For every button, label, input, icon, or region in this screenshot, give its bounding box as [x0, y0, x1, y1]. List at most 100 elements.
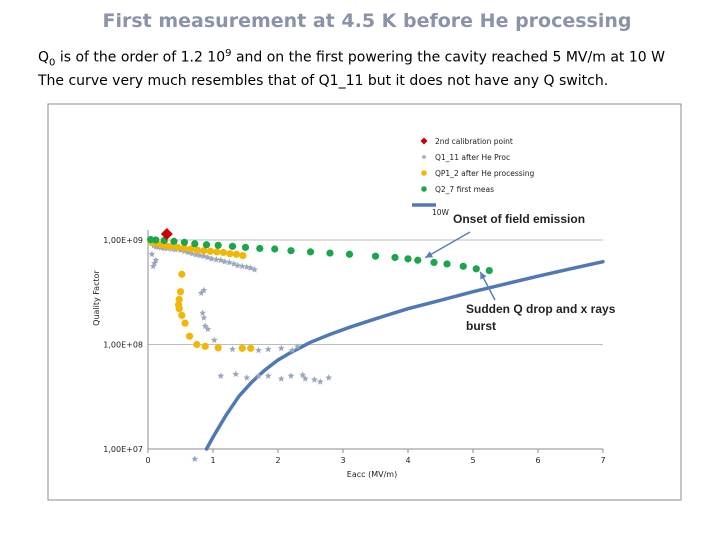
point-q2-7-first-meas-10 — [256, 244, 264, 253]
point-q1-11-after-he-proc-13 — [188, 250, 196, 257]
point-qp1-2-after-he-processing-12 — [219, 248, 227, 257]
intro-line-1-part-a: is of the order of 1.2 10 — [55, 49, 226, 66]
point-q2-7-first-meas-24 — [485, 266, 493, 275]
point-q1-11-after-he-proc-52 — [277, 375, 285, 382]
point-qp1-2-after-he-processing-22 — [181, 319, 189, 327]
point-q1-11-after-he-proc-55 — [301, 375, 309, 382]
point-q2-7-first-meas-12 — [287, 247, 295, 255]
legend-symbol-2 — [421, 170, 427, 176]
point-q1-11-after-he-proc-35 — [199, 309, 206, 316]
annotation-field-emission-arrow-shaft — [424, 231, 471, 259]
point-q2-7-first-meas-14 — [326, 249, 334, 257]
point-qp1-2-after-he-processing-17 — [176, 288, 185, 296]
annotation-q-drop-line-2: burst — [466, 319, 496, 333]
point-q1-11-after-he-proc-46 — [294, 343, 301, 350]
x-tick-label-5: 5 — [470, 456, 475, 465]
point-q1-11-after-he-proc-50 — [255, 372, 262, 379]
point-q1-11-after-he-proc-51 — [264, 372, 272, 379]
legend-label-4: 10W — [432, 208, 450, 217]
point-q1-11-after-he-proc-12 — [184, 248, 192, 256]
legend-label-2: QP1_2 after He processing — [435, 169, 535, 178]
slide-title: First measurement at 4.5 K before He pro… — [102, 10, 632, 32]
intro-line-1: Q0 is of the order of 1.2 109 and on the… — [38, 44, 718, 72]
point-q1-11-after-he-proc-16 — [200, 252, 208, 260]
intro-text: Q0 is of the order of 1.2 109 and on the… — [38, 44, 718, 91]
point-qp1-2-after-he-processing-28 — [247, 344, 255, 352]
y-axis-title: Quality Factor — [92, 269, 101, 325]
annotation-q-drop-arrow-head — [480, 271, 487, 280]
point-qp1-2-after-he-processing-20 — [175, 305, 183, 313]
point-q1-11-after-he-proc-37 — [201, 322, 209, 329]
annotation-field-emission: Onset of field emission — [453, 212, 585, 226]
point-q2-7-first-meas-23 — [472, 265, 480, 273]
point-q1-11-after-he-proc-21 — [221, 258, 229, 265]
point-qp1-2-after-he-processing-21 — [178, 311, 186, 319]
y-tick-label-2: 1,00E+09 — [103, 236, 143, 245]
q-symbol: Q — [38, 49, 50, 66]
point-q1-11-after-he-proc-15 — [196, 251, 204, 259]
point-q2-7-first-meas-19 — [414, 256, 422, 264]
point-q2-7-first-meas-16 — [371, 252, 380, 260]
point-q2-7-first-meas-11 — [271, 245, 279, 253]
point-q2-7-first-meas-9 — [241, 243, 250, 251]
point-q1-11-after-he-proc-38 — [204, 325, 212, 333]
point-q1-11-after-he-proc-43 — [264, 345, 272, 353]
point-qp1-2-after-he-processing-10 — [206, 247, 214, 255]
x-tick-label-1: 1 — [210, 456, 215, 465]
point-q2-7-first-meas-0 — [147, 235, 155, 244]
point-q1-11-after-he-proc-33 — [197, 289, 205, 297]
point-qp1-2-after-he-processing-13 — [226, 250, 234, 258]
point-q1-11-after-he-proc-45 — [288, 346, 296, 354]
x-tick-label-0: 0 — [145, 456, 150, 465]
point-q1-11-after-he-proc-39 — [210, 336, 218, 344]
point-q1-11-after-he-proc-26 — [243, 263, 251, 270]
point-q2-7-first-meas-21 — [443, 260, 451, 268]
intro-line-2: The curve very much resembles that of Q1… — [38, 73, 609, 90]
point-qp1-2-after-he-processing-8 — [193, 246, 201, 254]
y-tick-label-0: 1,00E+07 — [103, 445, 143, 454]
point-q1-11-after-he-proc-49 — [243, 374, 251, 381]
point-qp1-2-after-he-processing-23 — [186, 332, 194, 340]
point-qp1-2-after-he-processing-9 — [200, 247, 208, 255]
point-q1-11-after-he-proc-56 — [311, 376, 318, 383]
x-tick-label-6: 6 — [535, 456, 540, 465]
point-q1-11-after-he-proc-22 — [225, 258, 233, 266]
point-q2-7-first-meas-22 — [459, 262, 467, 270]
power-exponent: 9 — [225, 48, 232, 59]
x-tick-label-7: 7 — [600, 456, 605, 465]
chart-frame — [47, 103, 682, 501]
legend-label-0: 2nd calibration point — [435, 137, 513, 146]
point-q1-11-after-he-proc-59 — [191, 455, 199, 462]
point-q1-11-after-he-proc-14 — [192, 251, 200, 258]
point-q2-7-first-meas-18 — [404, 255, 412, 263]
point-q1-11-after-he-proc-53 — [287, 372, 295, 379]
point-qp1-2-after-he-processing-27 — [238, 344, 246, 352]
point-q1-11-after-he-proc-34 — [200, 286, 208, 294]
point-q1-11-after-he-proc-54 — [299, 371, 307, 378]
point-q1-11-after-he-proc-36 — [200, 314, 208, 321]
point-q1-11-after-he-proc-28 — [251, 266, 258, 273]
point-q1-11-after-he-proc-58 — [325, 374, 333, 381]
point-q2-7-first-meas-5 — [191, 240, 199, 248]
point-q1-11-after-he-proc-19 — [212, 256, 220, 263]
x-tick-label-2: 2 — [275, 456, 280, 465]
axis-ticks: 1,00E+07 1,00E+08 1,00E+09 0 1 2 3 4 5 6 7 — [103, 236, 605, 465]
point-q1-11-after-he-proc-44 — [277, 344, 285, 352]
annotations: Onset of field emission Sudden Q drop an… — [424, 212, 616, 333]
point-q1-11-after-he-proc-27 — [247, 264, 255, 271]
y-tick-label-1: 1,00E+08 — [103, 341, 143, 350]
legend-label-1: Q1_11 after He Proc — [435, 153, 510, 162]
point-q2-7-first-meas-1 — [152, 236, 160, 244]
point-qp1-2-after-he-processing-5 — [174, 243, 182, 251]
point-2nd-calibration-point-0 — [160, 228, 173, 241]
point-q1-11-after-he-proc-20 — [217, 256, 225, 264]
x-tick-label-4: 4 — [405, 456, 410, 465]
point-q1-11-after-he-proc-24 — [234, 261, 242, 269]
point-q1-11-after-he-proc-30 — [149, 262, 157, 270]
point-q1-11-after-he-proc-32 — [152, 256, 160, 264]
point-q2-7-first-meas-3 — [170, 237, 178, 245]
point-q2-7-first-meas-13 — [306, 248, 315, 256]
point-q1-11-after-he-proc-47 — [217, 372, 225, 379]
point-q1-11-after-he-proc-48 — [232, 370, 240, 378]
